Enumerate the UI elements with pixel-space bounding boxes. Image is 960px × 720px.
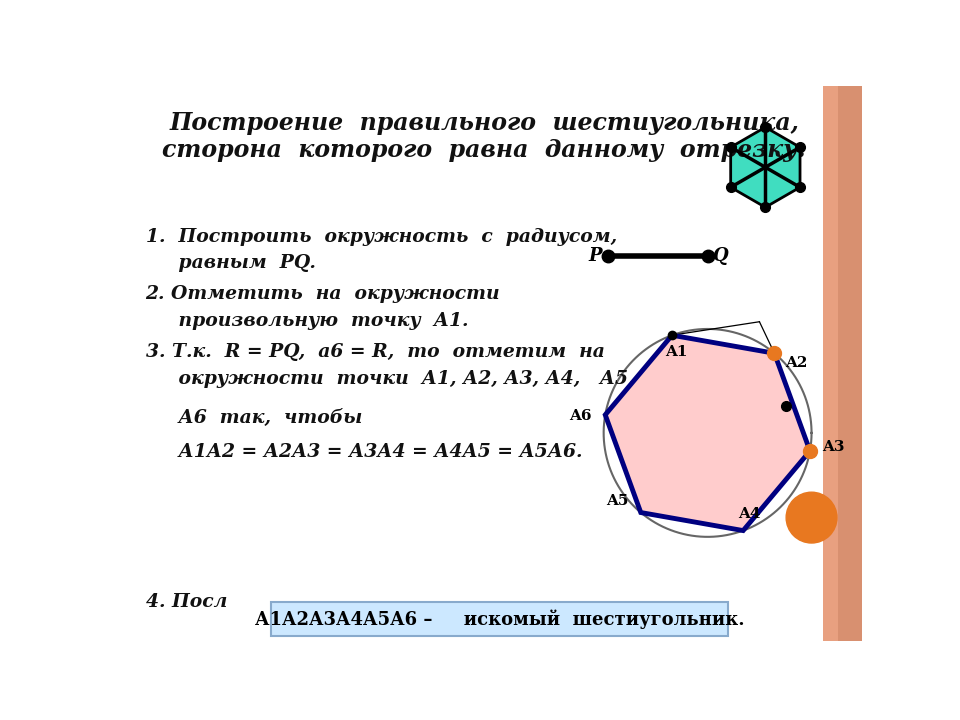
Text: 1.  Построить  окружность  с  радиусом,: 1. Построить окружность с радиусом, (146, 228, 616, 246)
Text: сторона  которого  равна  данному  отрезку.: сторона которого равна данному отрезку. (162, 138, 806, 161)
Text: Построение  правильного  шестиугольника,: Построение правильного шестиугольника, (169, 112, 800, 135)
Text: A3: A3 (822, 440, 845, 454)
Polygon shape (731, 127, 765, 167)
Text: произвольную  точку  А1.: произвольную точку А1. (146, 312, 468, 330)
Text: равным  PQ.: равным PQ. (146, 254, 316, 272)
Text: A1: A1 (664, 345, 687, 359)
Text: А6  так,  чтобы: А6 так, чтобы (146, 408, 362, 426)
Circle shape (786, 492, 837, 543)
Text: 3. Т.к.  R = PQ,  а6 = R,  то  отметим  на: 3. Т.к. R = PQ, а6 = R, то отметим на (146, 343, 605, 361)
FancyBboxPatch shape (271, 603, 729, 636)
Text: А1А2 = А2А3 = А3А4 = А4А5 = А5А6.: А1А2 = А2А3 = А3А4 = А4А5 = А5А6. (146, 443, 582, 461)
Bar (823, 86, 861, 641)
Text: 2. Отметить  на  окружности: 2. Отметить на окружности (146, 285, 500, 303)
Polygon shape (731, 167, 765, 207)
Text: P: P (588, 247, 602, 265)
Text: 4. Посл: 4. Посл (146, 593, 227, 611)
Polygon shape (765, 147, 800, 187)
Text: А1А2А3А4А5А6 –     искомый  шестиугольник.: А1А2А3А4А5А6 – искомый шестиугольник. (255, 610, 745, 629)
Text: Q: Q (712, 247, 728, 265)
Text: окружности  точки  А1, А2, А3, А4,   А5,: окружности точки А1, А2, А3, А4, А5, (146, 370, 634, 388)
Polygon shape (765, 127, 800, 167)
Text: A6: A6 (569, 410, 591, 423)
Text: A2: A2 (784, 356, 807, 369)
Text: A4: A4 (738, 507, 760, 521)
Polygon shape (605, 336, 810, 531)
Text: A5: A5 (607, 494, 629, 508)
Polygon shape (731, 147, 765, 187)
Bar (838, 86, 861, 641)
Polygon shape (765, 167, 800, 207)
